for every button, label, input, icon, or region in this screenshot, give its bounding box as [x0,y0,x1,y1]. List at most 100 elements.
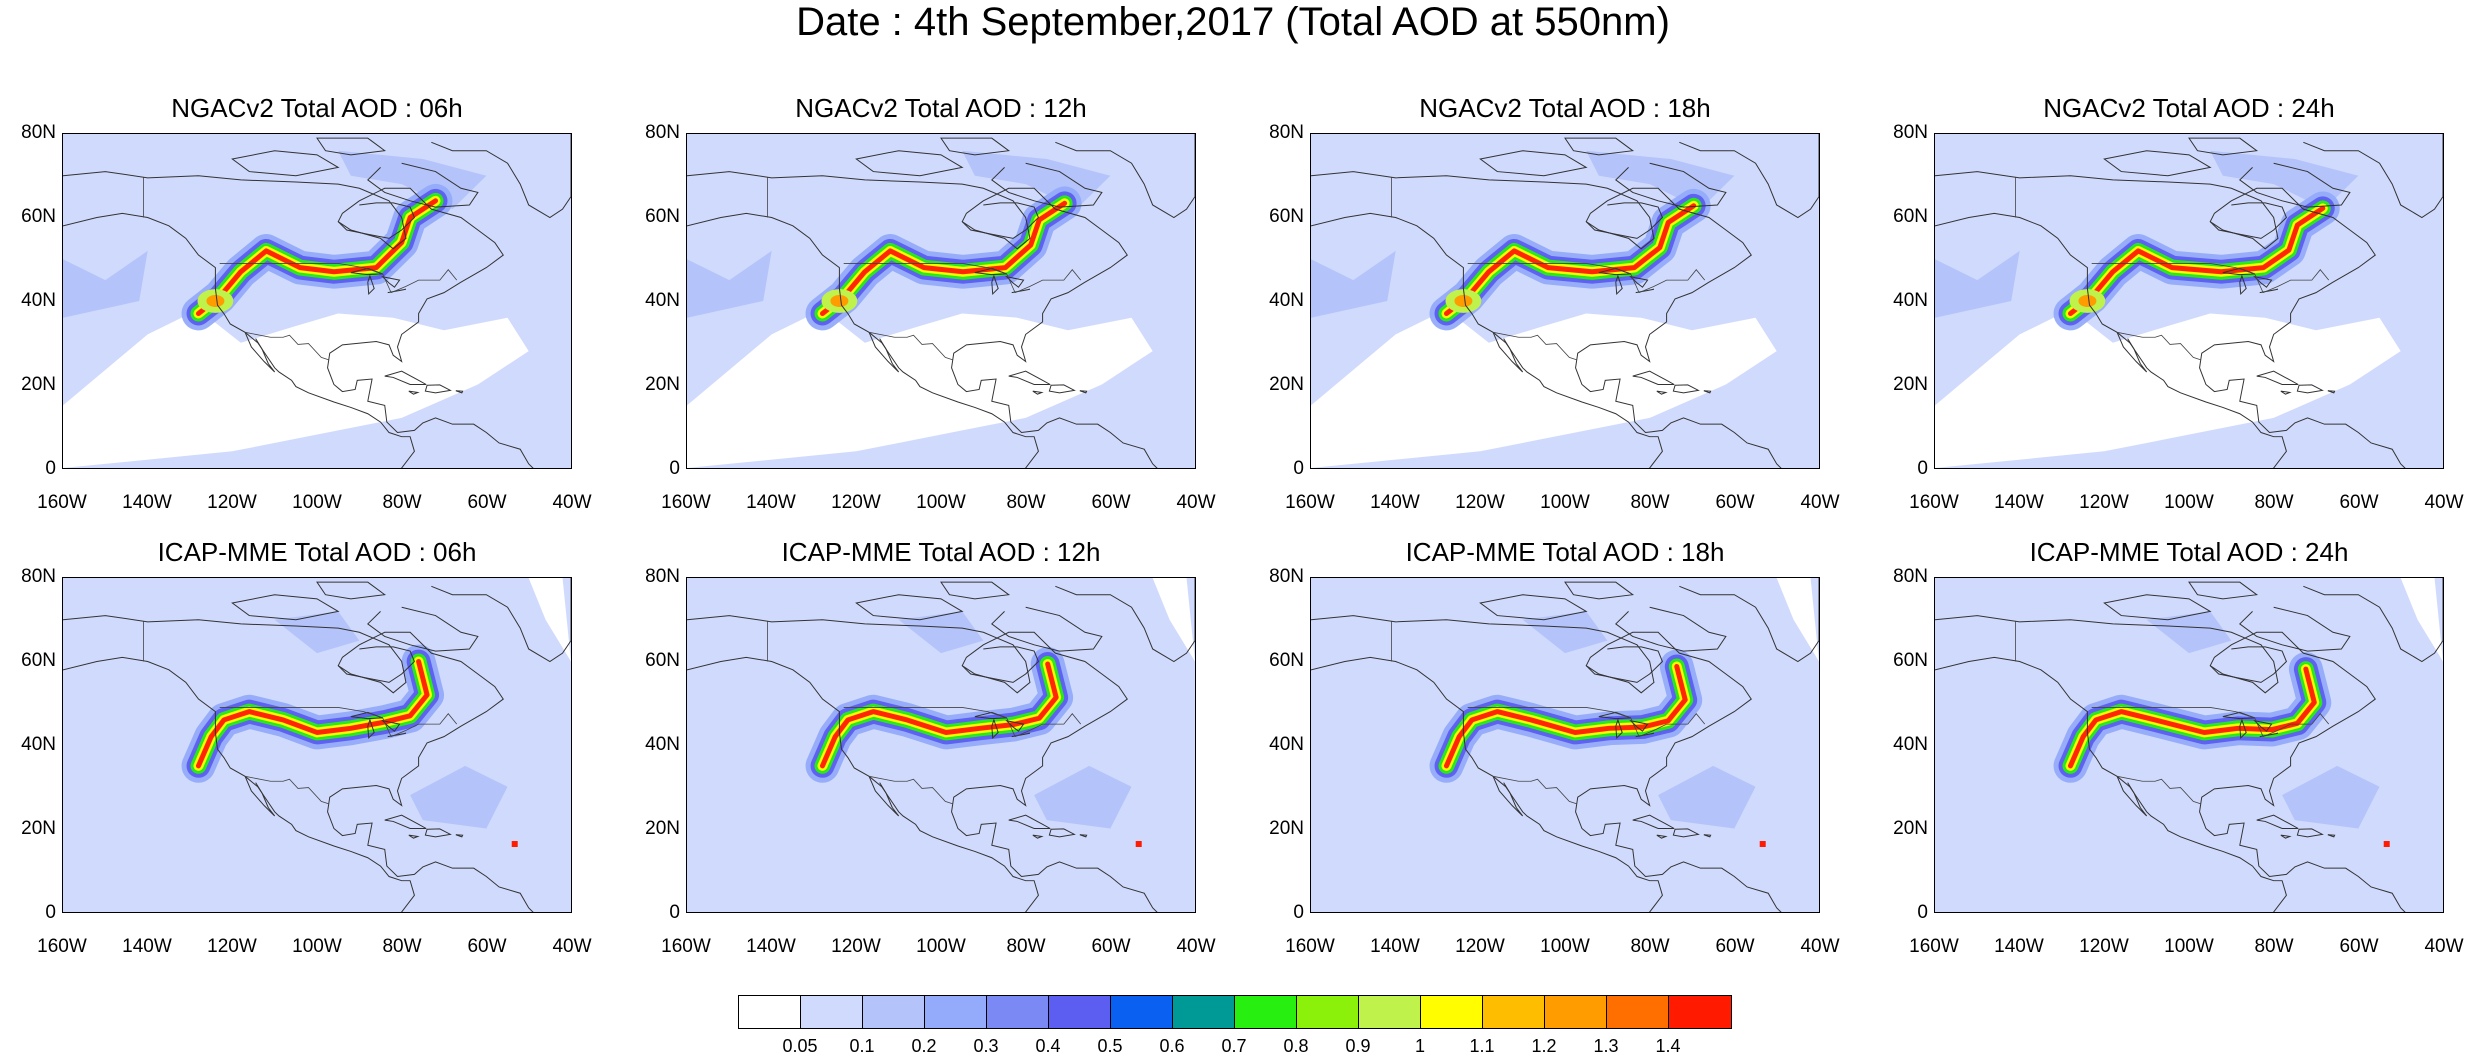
colorbar-swatch [1173,996,1235,1028]
longitude-tick-label: 40W [2424,936,2464,957]
latitude-tick-label: 60N [21,650,56,671]
longitude-tick-label: 40W [2424,492,2464,513]
longitude-tick-label: 60W [2339,936,2379,957]
panel-title: NGACv2 Total AOD : 12h [795,93,1087,123]
colorbar-label: 0.7 [1221,1036,1247,1056]
colorbar-label: 0.1 [849,1036,875,1056]
colorbar-swatch [863,996,925,1028]
longitude-tick-label: 140W [122,936,172,957]
latitude-tick-label: 80N [1893,566,1928,587]
longitude-tick-label: 60W [467,492,507,513]
colorbar-label: 0.3 [973,1036,999,1056]
latitude-tick-label: 40N [1269,734,1304,755]
longitude-tick-label: 120W [207,936,257,957]
colorbar-label: 1.3 [1593,1036,1619,1056]
colorbar-label: 1.4 [1655,1036,1681,1056]
longitude-tick-label: 60W [1091,492,1131,513]
colorbar-swatch [1669,996,1731,1028]
latitude-tick-label: 40N [1269,290,1304,311]
colorbar-label: 0.8 [1283,1036,1309,1056]
latitude-tick-label: 80N [645,122,680,143]
longitude-tick-label: 160W [37,492,87,513]
longitude-tick-label: 140W [1994,492,2044,513]
latitude-tick-label: 60N [1893,206,1928,227]
colorbar-swatch [801,996,863,1028]
aod-map-panel [1934,577,2444,913]
colorbar-swatch [1359,996,1421,1028]
longitude-tick-label: 160W [1909,492,1959,513]
colorbar-swatch [1421,996,1483,1028]
longitude-tick-label: 80W [382,492,422,513]
longitude-tick-label: 140W [1994,936,2044,957]
aod-map-panel [62,577,572,913]
longitude-tick-label: 80W [1006,492,1046,513]
aod-map-svg [1311,578,1819,912]
aod-map-svg [63,578,571,912]
aod-map-panel [62,133,572,469]
aod-map-panel [1310,133,1820,469]
longitude-tick-label: 120W [1455,936,1505,957]
longitude-tick-label: 100W [916,492,966,513]
panel-title: NGACv2 Total AOD : 06h [171,93,463,123]
latitude-tick-label: 20N [21,374,56,395]
longitude-tick-label: 40W [552,936,592,957]
colorbar-label: 0.05 [782,1036,818,1056]
latitude-tick-label: 60N [1269,206,1304,227]
latitude-tick-label: 40N [21,290,56,311]
colorbar-label: 0.9 [1345,1036,1371,1056]
longitude-tick-label: 160W [37,936,87,957]
latitude-tick-label: 0 [669,458,680,479]
longitude-tick-label: 140W [746,936,796,957]
aod-map-panel [686,133,1196,469]
latitude-tick-label: 40N [21,734,56,755]
longitude-tick-label: 100W [292,936,342,957]
panel-title: NGACv2 Total AOD : 18h [1419,93,1711,123]
aod-map-svg [63,134,571,468]
colorbar-label: 0.5 [1097,1036,1123,1056]
colorbar-label: 0.2 [911,1036,937,1056]
longitude-tick-label: 40W [1176,492,1216,513]
colorbar-swatch [1297,996,1359,1028]
colorbar-label: 1 [1414,1036,1425,1056]
latitude-tick-label: 60N [645,206,680,227]
colorbar-label: 1.1 [1469,1036,1495,1056]
aod-map-panel [686,577,1196,913]
longitude-tick-label: 120W [207,492,257,513]
colorbar-swatch [1545,996,1607,1028]
colorbar-swatch [987,996,1049,1028]
longitude-tick-label: 140W [122,492,172,513]
longitude-tick-label: 80W [382,936,422,957]
longitude-tick-label: 60W [1091,936,1131,957]
longitude-tick-label: 60W [1715,936,1755,957]
longitude-tick-label: 80W [2254,936,2294,957]
longitude-tick-label: 160W [1285,936,1335,957]
colorbar-swatch [1235,996,1297,1028]
colorbar-swatch [1607,996,1669,1028]
panel-title: ICAP-MME Total AOD : 12h [781,537,1101,567]
latitude-tick-label: 0 [1293,458,1304,479]
aod-map-svg [687,578,1195,912]
longitude-tick-label: 40W [1176,936,1216,957]
longitude-tick-label: 40W [1800,936,1840,957]
longitude-tick-label: 60W [467,936,507,957]
latitude-tick-label: 40N [645,734,680,755]
longitude-tick-label: 80W [1630,936,1670,957]
longitude-tick-label: 100W [2164,492,2214,513]
longitude-tick-label: 100W [1540,492,1590,513]
latitude-tick-label: 0 [1917,902,1928,923]
aod-map-panel [1934,133,2444,469]
latitude-tick-label: 80N [21,122,56,143]
longitude-tick-label: 100W [2164,936,2214,957]
latitude-tick-label: 60N [1269,650,1304,671]
longitude-tick-label: 160W [1909,936,1959,957]
colorbar-swatch [1049,996,1111,1028]
panel-title: ICAP-MME Total AOD : 24h [2029,537,2349,567]
latitude-tick-label: 60N [21,206,56,227]
longitude-tick-label: 80W [1630,492,1670,513]
colorbar-swatch [1483,996,1545,1028]
longitude-tick-label: 60W [1715,492,1755,513]
latitude-tick-label: 40N [1893,290,1928,311]
latitude-tick-label: 0 [45,902,56,923]
longitude-tick-label: 120W [2079,936,2129,957]
colorbar-swatch [925,996,987,1028]
